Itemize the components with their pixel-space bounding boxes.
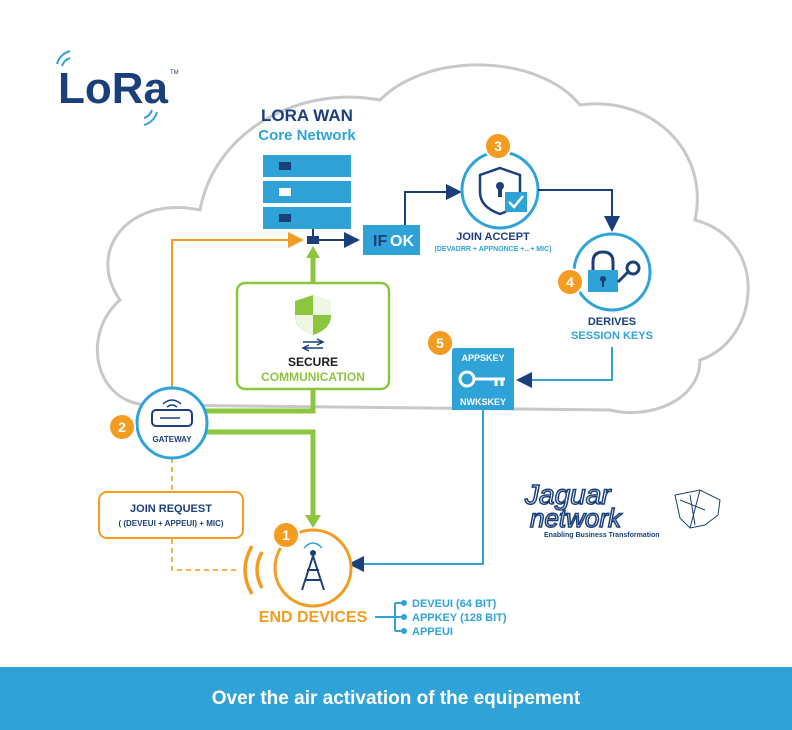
lora-trademark: TM <box>170 70 179 76</box>
padlock-icon <box>591 250 615 270</box>
jaguar-logo-line2: network <box>530 503 623 533</box>
join-accept-detail: (DEVADRR + APPNONCE +...+ MIC) <box>435 246 552 253</box>
nwkskey-label: NWKSKEY <box>460 397 506 407</box>
if-ok-box: IF OK <box>363 225 420 255</box>
derives-node <box>572 232 652 312</box>
server-stack-icon <box>263 155 351 244</box>
key-icon <box>625 260 641 276</box>
gateway-to-secure-link <box>205 389 316 414</box>
secure-line2: COMMUNICATION <box>261 370 365 384</box>
join-accept-to-derives-arrow <box>538 189 620 232</box>
secure-line1: SECURE <box>288 355 338 369</box>
check-badge-icon <box>505 192 527 212</box>
radio-waves-icon <box>243 545 264 595</box>
step-badge-3: 3 <box>484 132 512 160</box>
gateway-node: GATEWAY <box>135 386 209 460</box>
if-label: IF <box>373 233 387 250</box>
lora-logo: LoRa TM <box>56 50 179 126</box>
step-number-1: 1 <box>282 527 290 543</box>
jaguar-network-logo: Jaguar network Enabling Business Transfo… <box>523 478 721 539</box>
derives-line2: SESSION KEYS <box>571 330 653 342</box>
jaguar-head-icon <box>674 489 721 529</box>
join-request-box: JOIN REQUEST ( (DEVEUI + APPEUI) + MIC) <box>98 491 244 539</box>
device-param-item: DEVEUI (64 BIT) <box>412 598 497 610</box>
appskey-label: APPSKEY <box>461 353 504 363</box>
step-number-5: 5 <box>436 335 444 351</box>
exchange-arrows-icon <box>301 338 325 352</box>
gateway-to-server-arrow <box>171 232 304 390</box>
device-params-list: DEVEUI (64 BIT) APPKEY (128 BIT) APPEUI <box>375 598 507 638</box>
gateway-router-icon <box>151 409 193 427</box>
jaguar-tagline: Enabling Business Transformation <box>544 532 660 539</box>
core-title: LORA WAN <box>261 106 353 125</box>
session-keys-box: APPSKEY NWKSKEY <box>452 348 514 410</box>
core-subtitle: Core Network <box>258 127 356 144</box>
end-devices-label: END DEVICES <box>259 609 368 626</box>
step-badge-2: 2 <box>108 413 136 441</box>
footer-banner: Over the air activation of the equipemen… <box>0 667 792 730</box>
gateway-label: GATEWAY <box>152 435 192 444</box>
signal-waves-icon <box>56 50 71 67</box>
keys-to-end-devices-arrow <box>348 410 484 572</box>
footer-caption: Over the air activation of the equipemen… <box>211 687 581 709</box>
antenna-tower-icon <box>301 555 325 591</box>
cloud-outline <box>96 63 750 415</box>
join-request-title: JOIN REQUEST <box>130 503 212 515</box>
join-request-detail: ( (DEVEUI + APPEUI) + MIC) <box>118 519 223 528</box>
gateway-to-end-devices-link <box>205 429 316 518</box>
join-accept-node <box>460 150 540 230</box>
join-accept-title: JOIN ACCEPT <box>456 231 530 243</box>
device-param-item: APPEUI <box>412 626 453 638</box>
step-badge-1: 1 <box>272 521 300 549</box>
device-param-item: APPKEY (128 BIT) <box>412 612 507 624</box>
step-number-4: 4 <box>566 274 574 290</box>
secure-communication-box: SECURE COMMUNICATION <box>235 281 391 391</box>
derives-line1: DERIVES <box>588 316 636 328</box>
lora-logo-text: LoRa <box>58 64 169 113</box>
step-number-2: 2 <box>118 419 126 435</box>
derives-to-keys-arrow <box>516 347 613 388</box>
check-to-join-accept-arrow <box>404 184 462 225</box>
ok-label: OK <box>390 233 414 250</box>
step-number-3: 3 <box>494 138 502 154</box>
step-badge-5: 5 <box>426 329 454 357</box>
step-badge-4: 4 <box>556 268 584 296</box>
jaguar-logo-line1: Jaguar <box>524 479 612 510</box>
end-devices-node <box>243 528 353 608</box>
